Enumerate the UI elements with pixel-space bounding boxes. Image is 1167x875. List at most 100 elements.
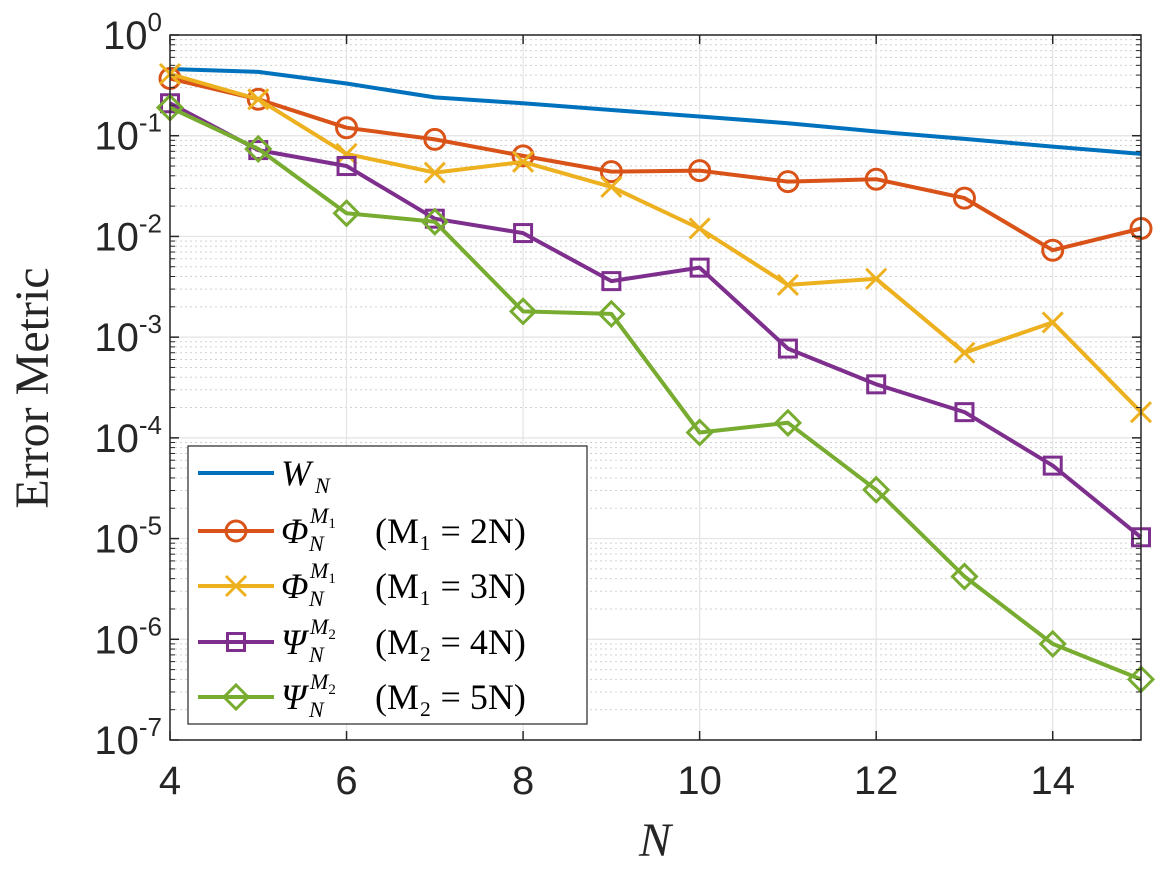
legend-item: ΦNM1 (M₁ = 2N) [198,503,526,556]
legend-item: ΦNM1 (M₁ = 3N) [198,558,526,611]
y-tick-label-exponent: 0 [148,7,162,37]
y-tick-label: 10-3 [94,309,162,360]
legend-symbol: Φ [281,511,308,551]
y-tick-label-base: 10 [94,316,139,360]
y-tick-label: 100 [103,7,162,58]
data-point [335,116,359,140]
x-tick-label: 6 [335,759,357,803]
y-tick-label-base: 10 [94,618,139,662]
legend-condition: (M₁ = 2N) [375,511,526,551]
y-axis-title: Error Metric [6,267,59,508]
series-line [169,101,1143,539]
series-line [169,76,1142,253]
y-tick-label: 10-2 [94,208,162,259]
data-point [688,217,711,240]
legend-superscript: M [309,503,330,528]
data-point [866,374,887,395]
series-line [169,67,1142,156]
legend-symbol: Ψ [281,677,310,717]
legend-item: Ψ NM2 (M₂ = 4N) [198,614,526,667]
x-tick-labels: 4 6 8 10 12 14 [159,759,1075,803]
legend-superscript: M [309,669,330,694]
y-tick-label-exponent: -6 [139,611,162,641]
x-tick-label: 14 [1030,759,1075,803]
x-tick-label: 4 [159,759,181,803]
data-point [597,299,626,329]
legend-marker [226,632,246,652]
y-tick-label-exponent: -7 [139,712,162,742]
data-point [599,160,623,184]
legend-label: ΦNM1 (M₁ = 3N) [281,558,526,611]
legend-condition: (M₂ = 4N) [375,622,526,662]
x-axis-title: N [638,814,674,867]
data-point [423,127,447,151]
legend-superscript-index: 2 [328,627,336,643]
series-line [169,72,1143,414]
y-tick-label-base: 10 [94,417,139,461]
data-point [244,134,273,164]
data-point [689,257,710,278]
legend-label: Ψ NM2 (M₂ = 4N) [281,614,526,667]
y-tick-label-exponent: -3 [139,309,162,339]
axes-box [169,34,1142,741]
data-point [776,170,800,194]
x-tick-label: 8 [512,759,534,803]
y-tick-label-base: 10 [94,215,139,259]
legend-marker [221,682,251,712]
legend-symbol: Φ [281,566,308,606]
data-point [685,418,714,447]
data-point [512,150,535,173]
legend-superscript: M [309,558,330,583]
y-tick-label-base: 10 [94,518,139,562]
data-point [773,408,803,437]
axis-ticks [169,34,1141,741]
data-point [777,338,798,359]
data-point [247,88,270,111]
data-point [248,140,269,161]
data-point [420,207,449,236]
y-tick-label-exponent: -1 [139,108,162,138]
data-point [336,156,357,177]
legend-superscript-index: 1 [328,516,336,532]
legend-subscript: N [314,473,331,498]
y-tick-label-base: 10 [94,719,139,763]
legend-superscript-index: 1 [328,571,336,587]
legend-item: Ψ NM2 (M₂ = 5N) [198,669,526,722]
data-point [954,402,975,423]
y-tick-label-base: 10 [94,115,139,159]
y-tick-label-exponent: -2 [139,208,162,238]
series-0 [169,67,1142,156]
legend-subscript: N [308,531,325,556]
data-point [511,144,535,168]
data-point [776,273,799,296]
series-4 [155,93,1156,694]
y-tick-label: 10-5 [94,511,162,562]
y-tick-label: 10-6 [94,611,162,662]
legend-superscript-index: 2 [328,682,336,698]
series-3 [160,93,1151,548]
x-tick-label: 10 [677,759,722,803]
data-point [864,167,888,191]
x-tick-label: 12 [854,759,899,803]
data-point [508,297,538,326]
legend-subscript: N [308,642,325,667]
data-point [513,223,534,244]
legend-symbol: Ψ [281,622,310,662]
y-tick-label-exponent: -4 [139,410,162,440]
data-point [1041,238,1065,262]
legend-marker [224,519,248,543]
data-point [1041,311,1064,334]
data-point [600,175,623,199]
data-point [953,341,976,364]
data-point [601,271,622,292]
data-point [423,161,446,184]
legend-subscript: N [308,586,325,611]
data-point [688,159,712,183]
legend-symbol: W [281,453,314,493]
data-point [1038,629,1067,659]
